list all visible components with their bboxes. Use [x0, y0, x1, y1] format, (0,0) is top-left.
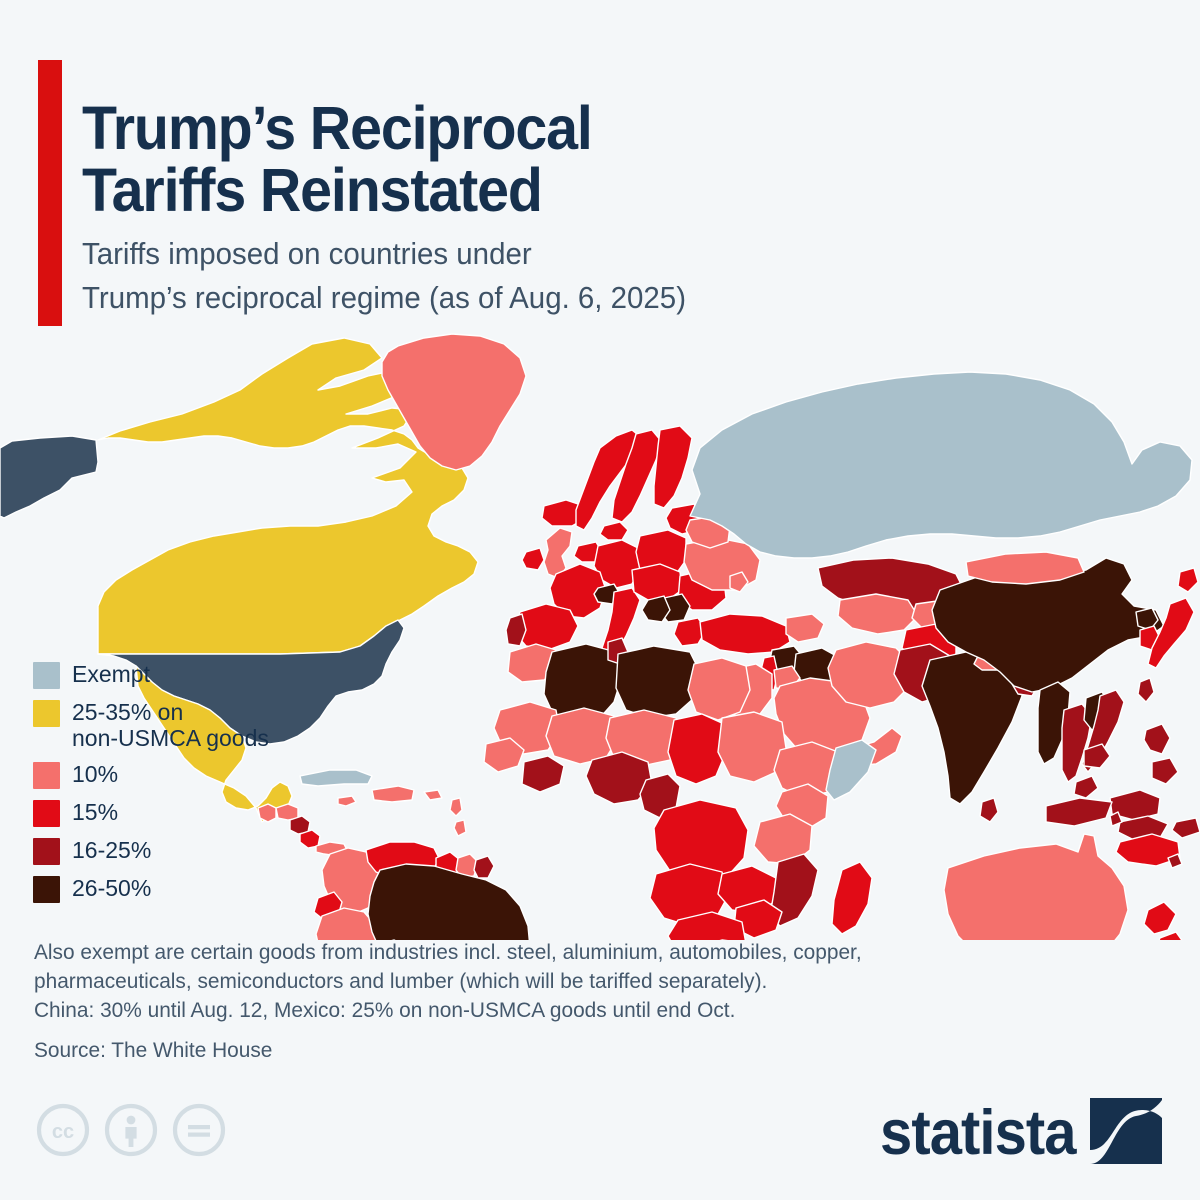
footnotes: Also exempt are certain goods from indus…: [34, 938, 1120, 1026]
legend-swatch-16-25-percent: [33, 837, 60, 865]
country-australia: [943, 833, 1129, 940]
legend-swatch-26-50-percent: [33, 875, 60, 903]
legend-label-exempt: Exempt: [72, 661, 150, 687]
country-france: [549, 563, 607, 619]
country-puerto-rico: [423, 789, 443, 801]
country-north-korea: [1135, 607, 1159, 631]
statista-mark-icon: [1090, 1098, 1162, 1169]
country-lesser-antilles: [449, 797, 467, 837]
country-turkey: [699, 613, 791, 655]
country-moldova: [729, 571, 749, 593]
accent-bar: [38, 60, 62, 326]
country-finland: [653, 425, 693, 509]
legend-label-usmca: 25-35% on non-USMCA goods: [72, 699, 269, 751]
country-georgia-armenia-azerbaijan: [785, 613, 825, 643]
svg-text:cc: cc: [52, 1121, 74, 1143]
statista-wordmark: statista: [880, 1098, 1077, 1168]
title-line-2: Tariffs Reinstated: [82, 156, 543, 225]
country-chad: [667, 713, 727, 785]
country-brazil: [367, 863, 530, 940]
legend-item-26-50-percent[interactable]: 26-50%: [33, 874, 333, 903]
country-cuba: [299, 769, 373, 787]
creative-commons-icon[interactable]: cc: [36, 1103, 90, 1157]
country-greenland: [381, 333, 527, 471]
legend-swatch-exempt: [33, 662, 60, 689]
country-iran: [827, 641, 913, 709]
legend-label-15-percent: 15%: [72, 798, 119, 825]
country-china: [931, 557, 1165, 693]
no-derivatives-icon[interactable]: [172, 1103, 226, 1157]
country-somalia: [825, 739, 877, 801]
legend-item-exempt[interactable]: Exempt: [33, 660, 333, 689]
legend-label-26-50-percent: 26-50%: [72, 874, 152, 901]
map-legend: Exempt 25-35% on non-USMCA goods 10% 15%…: [33, 660, 333, 912]
country-new-zealand: [1143, 901, 1183, 940]
country-sri-lanka: [979, 797, 999, 823]
world-map: [0, 330, 1200, 940]
country-mongolia: [965, 551, 1085, 585]
country-egypt-africa: [687, 657, 751, 721]
country-ireland: [521, 547, 545, 571]
country-mozambique: [769, 853, 819, 927]
legend-swatch-10-percent: [33, 761, 60, 789]
footnote-line-1: Also exempt are certain goods from indus…: [34, 940, 862, 964]
legend-swatch-usmca: [33, 700, 60, 727]
legend-item-15-percent[interactable]: 15%: [33, 798, 333, 827]
country-united-kingdom: [543, 527, 573, 579]
country-greece: [673, 617, 707, 647]
country-senegal-guinea: [483, 737, 525, 773]
license-icons: cc: [36, 1103, 226, 1157]
legend-label-16-25-percent: 16-25%: [72, 836, 152, 863]
title-line-1: Trump’s Reciprocal: [82, 93, 593, 162]
country-taiwan: [1137, 677, 1155, 703]
country-czech-austria-hungary: [631, 563, 683, 601]
attribution-icon[interactable]: [104, 1103, 158, 1157]
legend-item-10-percent[interactable]: 10%: [33, 760, 333, 789]
country-libya: [615, 645, 701, 719]
country-portugal: [505, 613, 527, 647]
country-guatemala: [257, 803, 277, 823]
legend-label-10-percent: 10%: [72, 760, 119, 787]
country-jamaica: [337, 795, 357, 807]
country-malaysia: [1073, 775, 1161, 821]
source-note: Source: The White House: [34, 1038, 273, 1062]
page-subtitle: Tariffs imposed on countries under Trump’…: [82, 232, 937, 320]
country-nigeria: [585, 751, 653, 805]
country-japan: [1147, 567, 1199, 669]
legend-item-usmca[interactable]: 25-35% on non-USMCA goods: [33, 698, 333, 751]
footnote-line-3: China: 30% until Aug. 12, Mexico: 25% on…: [34, 998, 736, 1023]
country-madagascar: [831, 861, 873, 935]
country-peru: [315, 907, 380, 940]
country-haiti-dominican: [371, 785, 415, 803]
page-title: Trump’s Reciprocal Tariffs Reinstated: [82, 93, 759, 225]
country-french-guiana: [473, 855, 495, 879]
country-philippines: [1143, 723, 1179, 785]
map-countries: [0, 333, 1200, 940]
legend-item-16-25-percent[interactable]: 16-25%: [33, 836, 333, 865]
world-map-svg: [0, 330, 1200, 940]
country-russia: [689, 371, 1193, 559]
country-bosnia: [641, 595, 671, 623]
country-cambodia: [1083, 743, 1111, 769]
country-mexico: [135, 665, 293, 823]
country-ivory-coast-ghana: [521, 755, 565, 793]
subtitle-line-2: Trump’s reciprocal regime (as of Aug. 6,…: [82, 280, 687, 316]
statista-logo[interactable]: statista: [863, 1098, 1162, 1169]
subtitle-line-1: Tariffs imposed on countries under: [82, 236, 532, 271]
country-namibia-botswana: [667, 911, 746, 940]
legend-swatch-15-percent: [33, 799, 60, 827]
country-uzbekistan-turkmenistan: [837, 593, 919, 635]
country-myanmar: [1037, 681, 1071, 765]
country-alaska: [0, 435, 99, 519]
country-fiji-pacific: [1109, 811, 1183, 869]
footnote-line-2: pharmaceuticals, semiconductors and lumb…: [34, 969, 768, 994]
country-papua-new-guinea: [1115, 833, 1181, 867]
country-suriname: [455, 853, 479, 879]
